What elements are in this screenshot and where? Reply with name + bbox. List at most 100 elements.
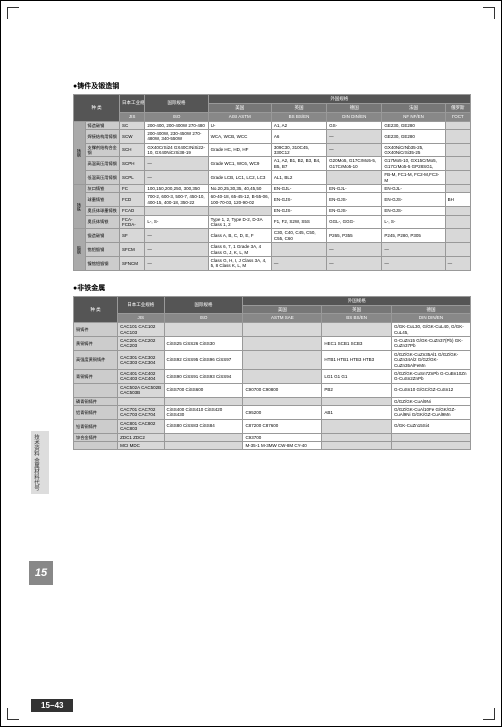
table-row: 青铜铸件CAC401 CAC402 CAC403 CAC404CiSS90 Ci… bbox=[74, 370, 471, 384]
data-cell bbox=[392, 441, 471, 449]
material-name: 铬钼锻钢 bbox=[85, 243, 120, 257]
data-cell: G/GZ/GK-CuSn7ZnPb G-CuBn10Zn G-CuSn2ZnPb bbox=[392, 370, 471, 384]
th-sub-astm: AISI ASTM bbox=[208, 112, 271, 121]
material-name: 支撑剂结构合金钢 bbox=[85, 143, 120, 157]
material-name: 焊接结构用铸钢 bbox=[85, 129, 120, 143]
material-name: 高温高压用铸钢 bbox=[85, 157, 120, 171]
th-fr: 法国 bbox=[382, 103, 445, 112]
data-cell bbox=[392, 433, 471, 441]
table-row: MCI MDCM-35-1 M-3MW CW-8M CY-40 bbox=[74, 441, 471, 449]
data-cell bbox=[327, 171, 382, 185]
data-cell: Grade HC, HD, HF bbox=[208, 143, 271, 157]
material-name: 镍铬钼锻钢 bbox=[85, 256, 120, 270]
th2-de: 德国 bbox=[392, 305, 471, 314]
table-nonferrous: 种 类 日本工业规格 国际规格 外国规格 美国 英国 德国 JIS ISO AS… bbox=[73, 296, 471, 451]
data-cell: U- bbox=[208, 121, 271, 129]
data-cell: A6 bbox=[271, 129, 326, 143]
material-name: 奥氏体球墨铸铁 bbox=[85, 207, 120, 215]
data-cell: — bbox=[445, 256, 470, 270]
data-cell: CiSS92 CiSS95 CiSS96 CiSS97 bbox=[164, 350, 243, 369]
data-cell bbox=[445, 143, 470, 157]
data-cell bbox=[445, 157, 470, 171]
data-cell: GGL-, GGG- bbox=[327, 215, 382, 229]
data-cell bbox=[164, 441, 243, 449]
table-row: 镍铬钼锻钢SFNCM—Class G, H, I, J Class 3A, 4,… bbox=[74, 256, 471, 270]
data-cell: — bbox=[327, 243, 382, 257]
data-cell: Type 1, 2, Type D-2, D-3A Class 1, 2 bbox=[208, 215, 271, 229]
data-cell: HTB1 HTB1 HTB3 HTB3 bbox=[322, 350, 392, 369]
data-cell: PB2 bbox=[322, 383, 392, 397]
data-cell: G-CuSn10 G/GC/GZ-CuSn12 bbox=[392, 383, 471, 397]
data-cell: FCAD bbox=[120, 207, 145, 215]
th2-uk: 英国 bbox=[322, 305, 392, 314]
data-cell: 309C30, 310C45, 330C12 bbox=[271, 143, 326, 157]
data-cell bbox=[243, 350, 322, 369]
data-cell: M-35-1 M-3MW CW-8M CY-40 bbox=[243, 441, 322, 449]
chapter-number: 15 bbox=[29, 561, 53, 585]
table-row: 铅青铜铸件CAC801 CAC802 CAC803CiSS80 CiSS83 C… bbox=[74, 419, 471, 433]
data-cell: 200-400, 200-400W 270-480 bbox=[145, 121, 208, 129]
th2-jis: 日本工业规格 bbox=[118, 296, 164, 314]
data-cell: CiSS80 CiSS83 CiSS84 bbox=[164, 419, 243, 433]
data-cell: SF bbox=[120, 229, 145, 243]
data-cell: CiSS700 CiSS600 bbox=[164, 383, 243, 397]
data-cell: EN-GJS- bbox=[382, 207, 445, 215]
data-cell: P245, P280, P305 bbox=[382, 229, 445, 243]
data-cell: CiSS400 CiSS410 CiSS420 CiSS430 bbox=[164, 405, 243, 419]
data-cell: — bbox=[145, 256, 208, 270]
data-cell bbox=[445, 229, 470, 243]
th-jis: 日本工业规格 bbox=[120, 95, 145, 113]
data-cell: Grade WC1, WC6, WC9 bbox=[208, 157, 271, 171]
data-cell bbox=[445, 215, 470, 229]
data-cell: EN-GJS- bbox=[327, 193, 382, 207]
data-cell: G/GZ/GK-CuAl9Ni bbox=[392, 397, 471, 405]
data-cell bbox=[322, 441, 392, 449]
data-cell: SC bbox=[120, 121, 145, 129]
data-cell: GE230, GE280 bbox=[382, 129, 445, 143]
table-row: 低温高压用铸钢SCPL—Grade LCB, LC1, LC2, LC3AL1,… bbox=[74, 171, 471, 185]
data-cell bbox=[145, 207, 208, 215]
material-name: 铅青铜铸件 bbox=[74, 419, 118, 433]
data-cell bbox=[322, 419, 392, 433]
material-name: 奥氏体铸铁 bbox=[85, 215, 120, 229]
data-cell: EN-GJS- bbox=[382, 193, 445, 207]
crop-mark bbox=[483, 708, 495, 720]
data-cell: FC bbox=[120, 185, 145, 193]
data-cell: EN-GJL- bbox=[271, 185, 326, 193]
data-cell: C30, C40, C45, C50, C55, C60 bbox=[271, 229, 326, 243]
table-row: 铜铸件CAC101 CAC102 CAC103G/GK-CuL30, G/GK-… bbox=[74, 323, 471, 337]
data-cell bbox=[271, 243, 326, 257]
table-row: 黄铜铸件CAC201 CAC202 CAC203CiSS25 CiSS26 Ci… bbox=[74, 337, 471, 351]
data-cell: CiSS25 CiSS26 CiSS30 bbox=[164, 337, 243, 351]
data-cell: GS- bbox=[327, 121, 382, 129]
data-cell: A1, A2, B1, B2, B3, B4, B5, B7 bbox=[271, 157, 326, 171]
data-cell: Class 6, 7, 1 Grade 3A, 4 Class G, J, K,… bbox=[208, 243, 271, 257]
data-cell: GE230, GE280 bbox=[382, 121, 445, 129]
crop-mark bbox=[7, 7, 19, 19]
data-cell: G/GZ/GK-CuZn35Al1 G/GZ/GK-CuZn34Al2 G/GZ… bbox=[392, 350, 471, 369]
data-cell: EN-GJL- bbox=[382, 185, 445, 193]
data-cell: SCPH bbox=[120, 157, 145, 171]
th2-sub-iso: ISO bbox=[164, 314, 243, 323]
data-cell: SCW bbox=[120, 129, 145, 143]
section-title-2: ●非铁金属 bbox=[73, 283, 471, 293]
data-cell: A1, A2 bbox=[271, 121, 326, 129]
data-cell: L-, S- bbox=[382, 215, 445, 229]
data-cell: — bbox=[382, 243, 445, 257]
data-cell: EN-GJL- bbox=[327, 185, 382, 193]
data-cell bbox=[445, 185, 470, 193]
data-cell: 60-40-18, 65-45-12, B-55-06, 100-70-03, … bbox=[208, 193, 271, 207]
th-ru: 俄罗斯 bbox=[445, 103, 470, 112]
data-cell: CAC701 CAC702 CAC703 CAC704 bbox=[118, 405, 164, 419]
data-cell bbox=[208, 207, 271, 215]
data-cell: AB1 bbox=[322, 405, 392, 419]
data-cell bbox=[445, 121, 470, 129]
table-row: 锌合金铸件ZDC1 ZDC2C93700 bbox=[74, 433, 471, 441]
data-cell: EN-GJS- bbox=[271, 193, 326, 207]
data-cell: G17Mo5-10, GX15CrMo5, G17CrMo5-5 GP28SG1… bbox=[382, 157, 445, 171]
data-cell bbox=[243, 323, 322, 337]
th2-sub-bs: BS BS/EN bbox=[322, 314, 392, 323]
data-cell: GX40NiCrNb35-25, GX40NiCrSi35-25 bbox=[382, 143, 445, 157]
data-cell: — bbox=[271, 256, 326, 270]
data-cell: CAC101 CAC102 CAC103 bbox=[118, 323, 164, 337]
